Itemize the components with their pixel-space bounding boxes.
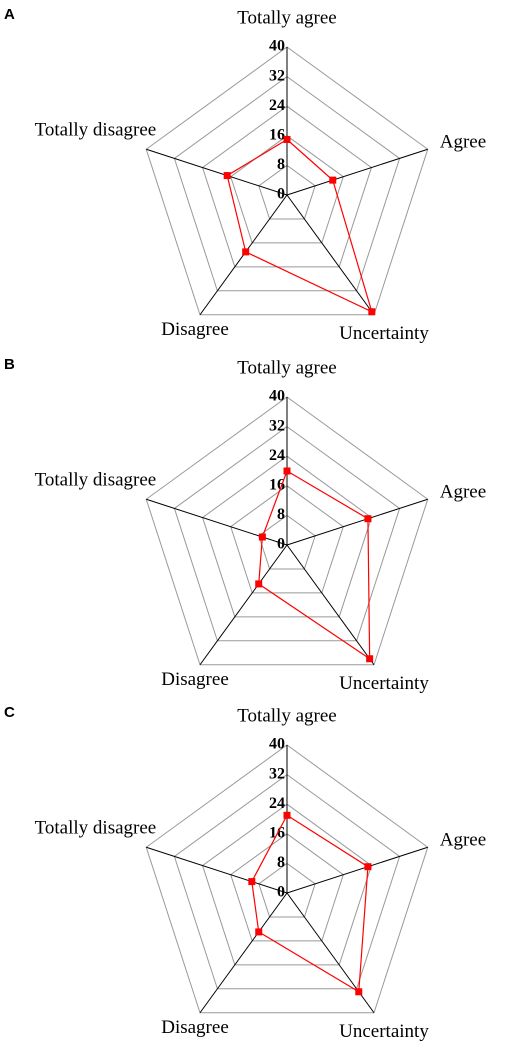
series-line [251,814,369,993]
category-label: Disagree [161,319,229,340]
data-point [283,811,291,819]
r-tick-label: 32 [269,765,285,782]
grid-ring [230,485,344,594]
category-label: Totally agree [237,7,336,28]
data-point [258,533,266,541]
data-point [283,136,291,143]
spoke [286,194,375,316]
r-tick-label: 24 [269,795,285,812]
category-label: Agree [440,482,486,503]
category-label: Totally disagree [35,470,157,491]
grid-ring [173,75,401,292]
data-point [255,928,263,936]
series-line [226,138,373,313]
category-label: Totally agree [237,357,336,378]
spoke [286,846,428,894]
series-line [258,470,371,660]
grid-ring [230,833,344,942]
data-point [283,467,291,475]
category-label: Agree [440,830,486,851]
data-point [364,863,372,871]
data-point [364,515,372,523]
data-point [255,580,263,588]
r-tick-label: 24 [269,97,285,114]
grid-ring [258,862,316,918]
grid-ring [145,744,429,1014]
category-label: Totally agree [237,705,336,726]
r-tick-label: 40 [269,388,285,405]
data-point [366,655,374,663]
category-label: Totally disagree [35,120,157,141]
spoke [199,892,288,1014]
grid-ring [201,105,373,268]
data-point [368,308,376,316]
grid-ring [201,455,373,618]
category-label: Disagree [161,669,229,690]
spoke [146,846,288,894]
r-tick-label: 40 [269,38,285,55]
data-point [242,248,250,256]
category-label: Agree [440,132,486,153]
category-label: Uncertainty [339,323,429,344]
r-tick-label: 24 [269,447,285,464]
spoke [146,498,288,546]
r-tick-label: 0 [277,186,285,203]
grid-ring [258,164,316,220]
grid-ring [145,396,429,666]
spoke [286,544,375,666]
category-label: Totally disagree [35,818,157,839]
spoke [199,544,288,666]
grid-ring [201,803,373,966]
r-tick-label: 16 [269,126,285,143]
grid-ring [173,773,401,990]
panel-label: A [4,6,15,23]
data-point [223,172,231,180]
data-point [248,878,256,886]
grid-ring [173,425,401,642]
r-tick-label: 8 [277,854,285,871]
r-tick-label: 0 [277,536,285,553]
r-tick-label: 40 [269,736,285,753]
grid-ring [145,46,429,316]
category-label: Uncertainty [339,673,429,694]
panel-label: C [4,704,15,721]
data-point [355,988,363,996]
r-tick-label: 8 [277,506,285,523]
r-tick-label: 32 [269,67,285,84]
spoke [146,148,288,196]
r-tick-label: 32 [269,417,285,434]
panel-label: B [4,356,15,373]
r-tick-label: 0 [277,884,285,901]
r-tick-label: 8 [277,156,285,173]
category-label: Disagree [161,1017,229,1038]
grid-ring [230,135,344,244]
data-point [329,176,337,184]
spoke [286,148,428,196]
r-tick-label: 16 [269,476,285,493]
spoke [286,498,428,546]
category-label: Uncertainty [339,1021,429,1042]
